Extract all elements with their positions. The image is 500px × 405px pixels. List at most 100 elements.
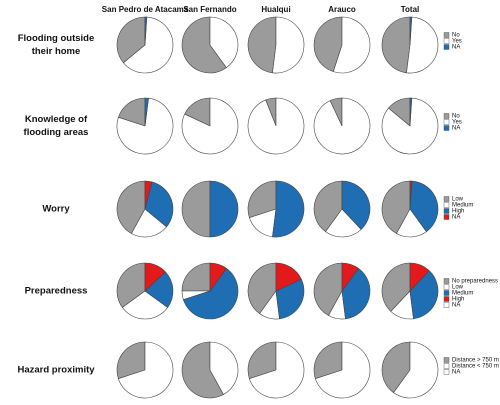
pie-slice — [117, 341, 174, 399]
pie-slice — [272, 180, 305, 238]
legend-label: No — [452, 114, 460, 120]
pie-slice — [406, 16, 439, 74]
pie-slice — [409, 180, 439, 233]
pie-slice — [381, 16, 411, 74]
legend-label: Yes — [452, 120, 462, 126]
pie-slice — [247, 97, 305, 155]
pie-slice — [409, 16, 413, 46]
pie-slice — [116, 16, 146, 64]
legend-swatch — [443, 363, 450, 369]
legend-label: NA — [452, 215, 460, 221]
pie-slice — [313, 97, 371, 155]
pie-slice — [409, 270, 439, 320]
pie-slice — [409, 97, 413, 127]
legend-swatch — [443, 208, 450, 214]
legend-swatch — [443, 302, 450, 308]
legend-label: High — [452, 297, 464, 303]
legend-swatch — [443, 202, 450, 208]
legend-label: Medium — [452, 203, 473, 209]
legend-label: High — [452, 209, 464, 215]
legend-swatch — [443, 214, 450, 220]
pie-slice — [144, 271, 174, 308]
pie-slice — [144, 180, 153, 210]
legend-swatch — [443, 32, 450, 38]
pie-slice — [381, 262, 411, 312]
row-label: flooding areas — [24, 127, 89, 138]
column-header: Total — [401, 5, 420, 14]
pie-slice — [144, 97, 149, 127]
row-label: Flooding outside — [18, 33, 95, 44]
pie-slice — [121, 290, 169, 320]
pie-slice — [314, 341, 371, 399]
pie-slice — [341, 262, 359, 292]
pie-slice — [144, 262, 166, 292]
row-label: Worry — [42, 204, 70, 215]
pie-slice — [313, 341, 343, 380]
row-label: their home — [32, 46, 81, 57]
pie-slice — [313, 180, 343, 233]
row-label: Hazard proximity — [17, 365, 95, 376]
legend-swatch — [443, 290, 450, 296]
legend-label: Low — [452, 197, 464, 203]
legend-label: Yes — [452, 39, 462, 45]
row-label: Knowledge of — [25, 114, 88, 125]
pie-slice — [181, 262, 211, 292]
column-header: Arauco — [328, 5, 356, 14]
pie-slice — [116, 97, 174, 155]
pie-slice — [181, 97, 239, 155]
column-header: Hualqui — [261, 5, 290, 14]
legend-label: Medium — [452, 291, 473, 297]
pie-slice — [247, 262, 277, 315]
pie-slice — [209, 262, 227, 292]
pie-slice — [409, 262, 430, 292]
pie-slice — [181, 180, 211, 238]
pie-slice — [247, 16, 277, 74]
pie-slice — [313, 262, 343, 316]
pie-slice — [123, 16, 174, 74]
legend-label: Distance > 750 m — [452, 358, 499, 364]
pie-slice — [341, 267, 371, 320]
row-label: Preparedness — [25, 286, 88, 297]
pie-slice — [247, 341, 277, 380]
pie-slice — [341, 180, 371, 230]
pie-slice — [381, 341, 411, 394]
legend-swatch — [443, 284, 450, 290]
pie-slice — [332, 16, 371, 74]
pie-slice — [144, 181, 174, 228]
column-header: San Pedro de Atacama — [102, 5, 189, 14]
legend-label: NA — [452, 303, 460, 309]
pie-slice — [209, 16, 239, 69]
legend-swatch — [443, 278, 450, 284]
legend-swatch — [443, 125, 450, 131]
legend-label: NA — [452, 45, 460, 51]
pie-slice — [248, 341, 305, 399]
legend-label: NA — [452, 370, 460, 376]
legend-label: Low — [452, 285, 464, 291]
pie-slice — [116, 341, 146, 380]
legend-label: No — [452, 33, 460, 39]
pie-slice — [393, 341, 439, 399]
legend-swatch — [443, 44, 450, 50]
pie-slice — [275, 262, 302, 292]
pie-slice — [209, 341, 239, 395]
pie-slice — [116, 262, 146, 308]
legend-swatch — [443, 357, 450, 363]
pie-slice — [325, 208, 362, 238]
pie-slice — [116, 180, 146, 234]
legend-label: NA — [452, 126, 460, 132]
pie-slice — [181, 16, 227, 74]
pie-slice — [131, 208, 167, 238]
legend-label: Distance < 750 m — [452, 364, 499, 370]
pie-slice — [182, 267, 239, 320]
pie-slice — [181, 341, 224, 399]
legend-swatch — [443, 113, 450, 119]
pie-slice — [144, 16, 148, 46]
column-header: San Fernando — [183, 5, 236, 14]
legend-swatch — [443, 196, 450, 202]
legend-swatch — [443, 369, 450, 375]
pie-slice — [275, 278, 305, 320]
pie-slice — [313, 16, 343, 73]
pie-slice — [247, 180, 277, 219]
pie-slice — [209, 180, 239, 238]
